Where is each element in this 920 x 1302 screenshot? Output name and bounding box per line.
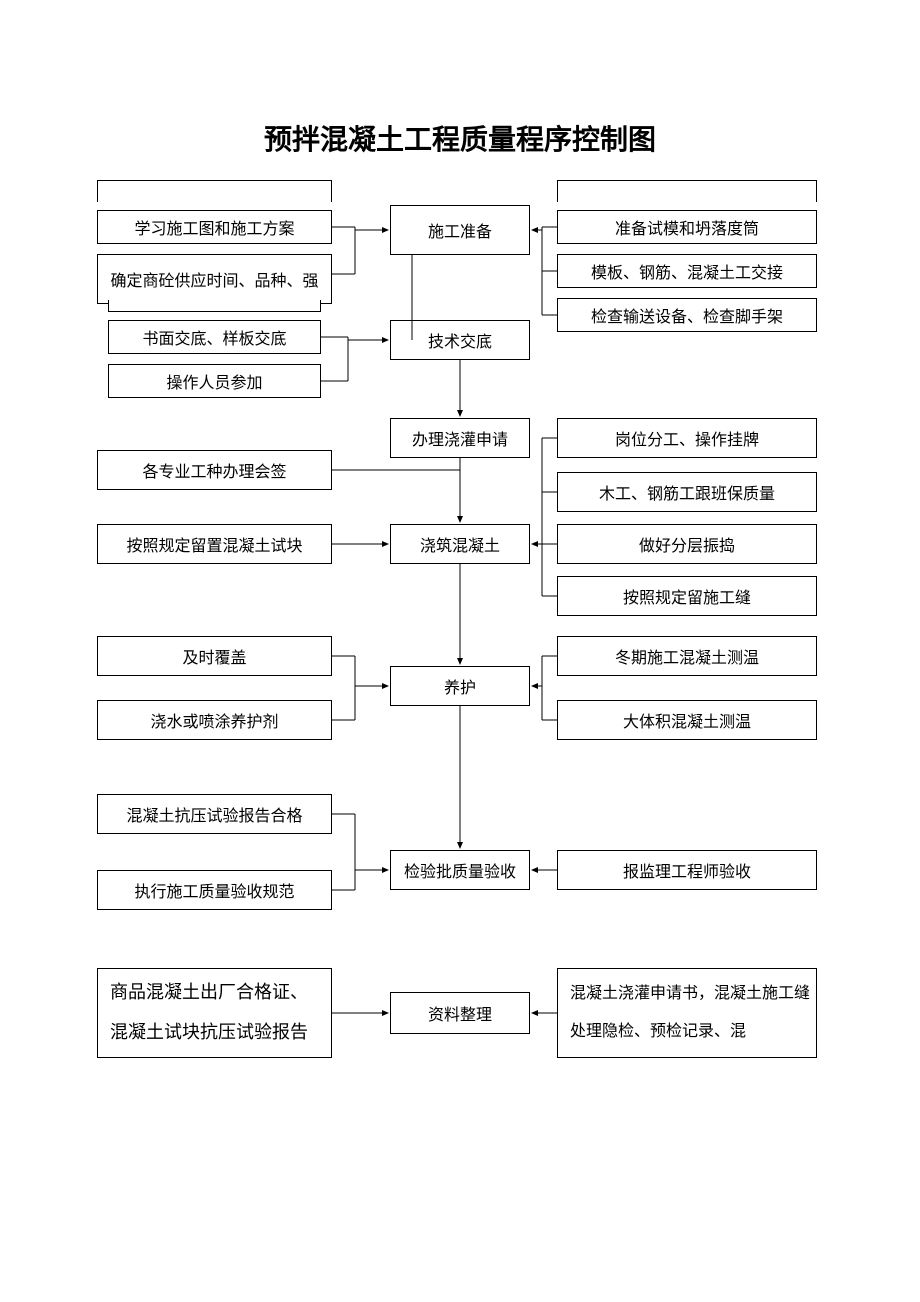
box-l1a: 学习施工图和施工方案	[97, 210, 332, 244]
box-l1b: 确定商砼供应时间、品种、强	[97, 254, 332, 304]
box-l5a: 及时覆盖	[97, 636, 332, 676]
box-r1a: 准备试模和坍落度筒	[557, 210, 817, 244]
box-l1b-clip	[108, 300, 321, 312]
box-l2b: 操作人员参加	[108, 364, 321, 398]
box-l4: 按照规定留置混凝土试块	[97, 524, 332, 564]
box-r-top-clip	[557, 180, 817, 202]
box-l-top-clip	[97, 180, 332, 202]
box-c3: 办理浇灌申请	[390, 418, 530, 458]
diagram-title: 预拌混凝土工程质量程序控制图	[0, 118, 920, 158]
box-r5a: 冬期施工混凝土测温	[557, 636, 817, 676]
box-l2a: 书面交底、样板交底	[108, 320, 321, 354]
box-c2: 技术交底	[390, 320, 530, 360]
box-r4a: 木工、钢筋工跟班保质量	[557, 472, 817, 512]
box-r3a: 岗位分工、操作挂牌	[557, 418, 817, 458]
box-c1: 施工准备	[390, 205, 530, 255]
box-l6b: 执行施工质量验收规范	[97, 870, 332, 910]
box-c4: 浇筑混凝土	[390, 524, 530, 564]
box-l3: 各专业工种办理会签	[97, 450, 332, 490]
box-r5b: 大体积混凝土测温	[557, 700, 817, 740]
box-c7: 资料整理	[390, 992, 530, 1034]
box-c5: 养护	[390, 666, 530, 706]
box-r6: 报监理工程师验收	[557, 850, 817, 890]
box-c6: 检验批质量验收	[390, 850, 530, 890]
box-l7: 商品混凝土出厂合格证、混凝土试块抗压试验报告	[97, 968, 332, 1058]
box-r4c: 按照规定留施工缝	[557, 576, 817, 616]
box-r7: 混凝土浇灌申请书，混凝土施工缝处理隐检、预检记录、混	[557, 968, 817, 1058]
box-l5b: 浇水或喷涂养护剂	[97, 700, 332, 740]
box-r1c: 检查输送设备、检查脚手架	[557, 298, 817, 332]
box-r4b: 做好分层振捣	[557, 524, 817, 564]
box-r1b: 模板、钢筋、混凝土工交接	[557, 254, 817, 288]
box-l6a: 混凝土抗压试验报告合格	[97, 794, 332, 834]
